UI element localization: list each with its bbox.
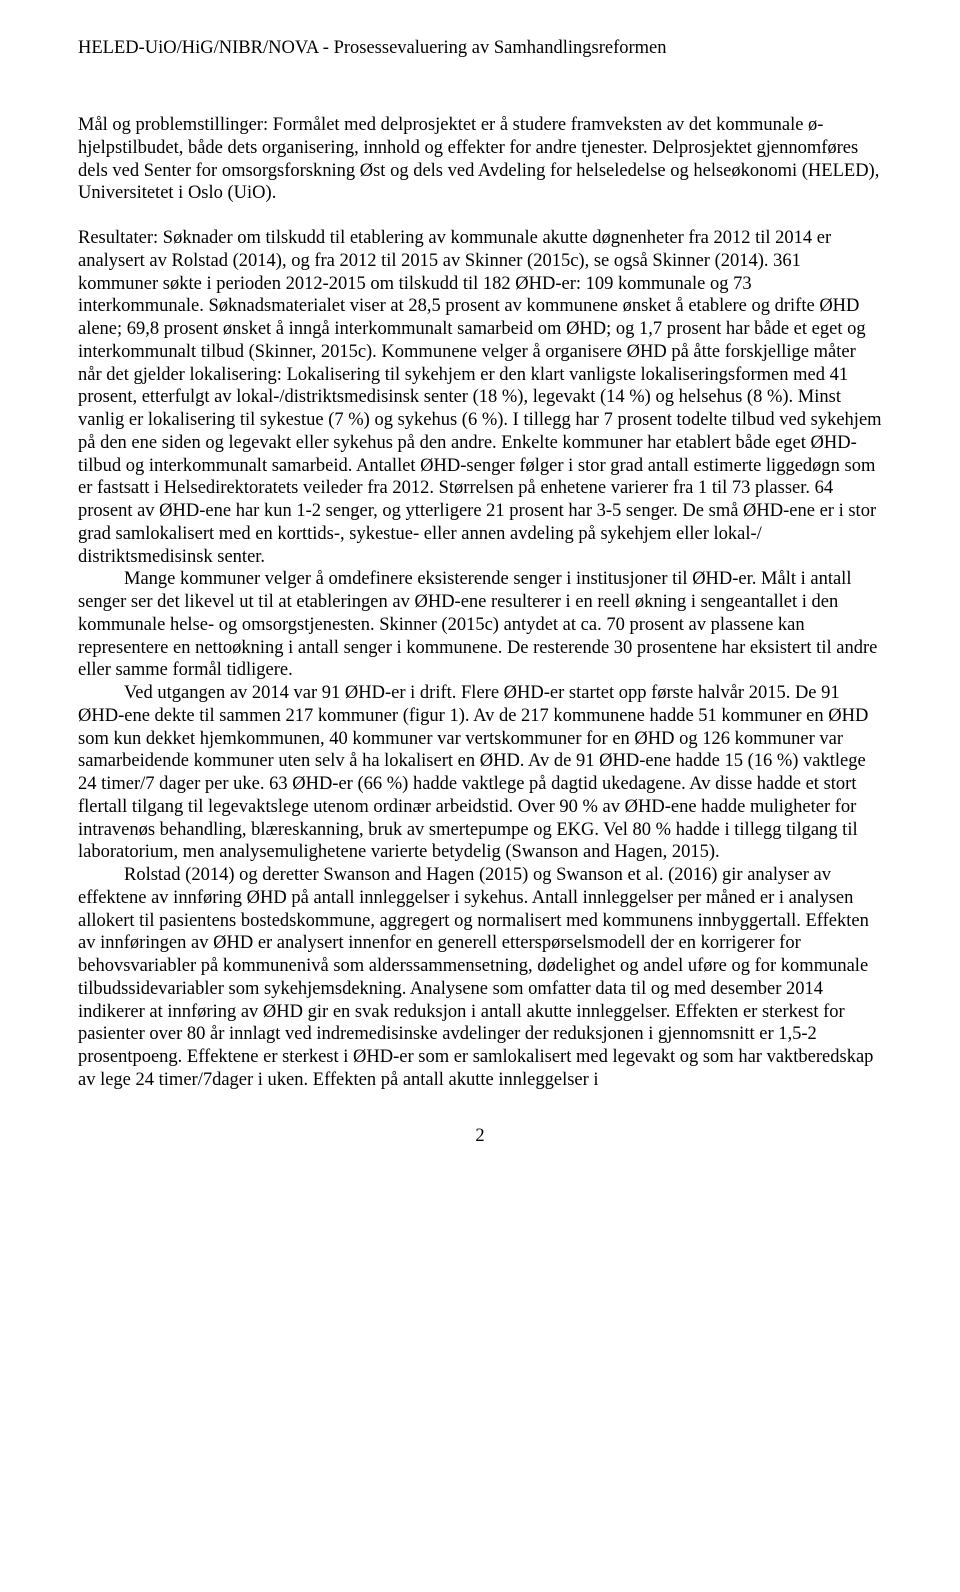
page-number: 2 xyxy=(78,1126,882,1147)
results-body-d: Rolstad (2014) og deretter Swanson and H… xyxy=(78,865,873,1090)
results-body-b: Mange kommuner velger å omdefinere eksis… xyxy=(78,569,877,680)
results-body-a: Søknader om tilskudd til etablering av k… xyxy=(78,228,882,567)
results-lead: Resultater: xyxy=(78,228,158,248)
results-body-c: Ved utgangen av 2014 var 91 ØHD-er i dri… xyxy=(78,683,868,862)
document-page: HELED-UiO/HiG/NIBR/NOVA - Prosessevaluer… xyxy=(0,0,960,1177)
paragraph-goals: Mål og problemstillinger: Formålet med d… xyxy=(78,114,882,205)
page-header: HELED-UiO/HiG/NIBR/NOVA - Prosessevaluer… xyxy=(78,36,882,60)
goals-lead: Mål og problemstillinger: xyxy=(78,115,268,135)
paragraph-results: Resultater: Søknader om tilskudd til eta… xyxy=(78,227,882,1092)
